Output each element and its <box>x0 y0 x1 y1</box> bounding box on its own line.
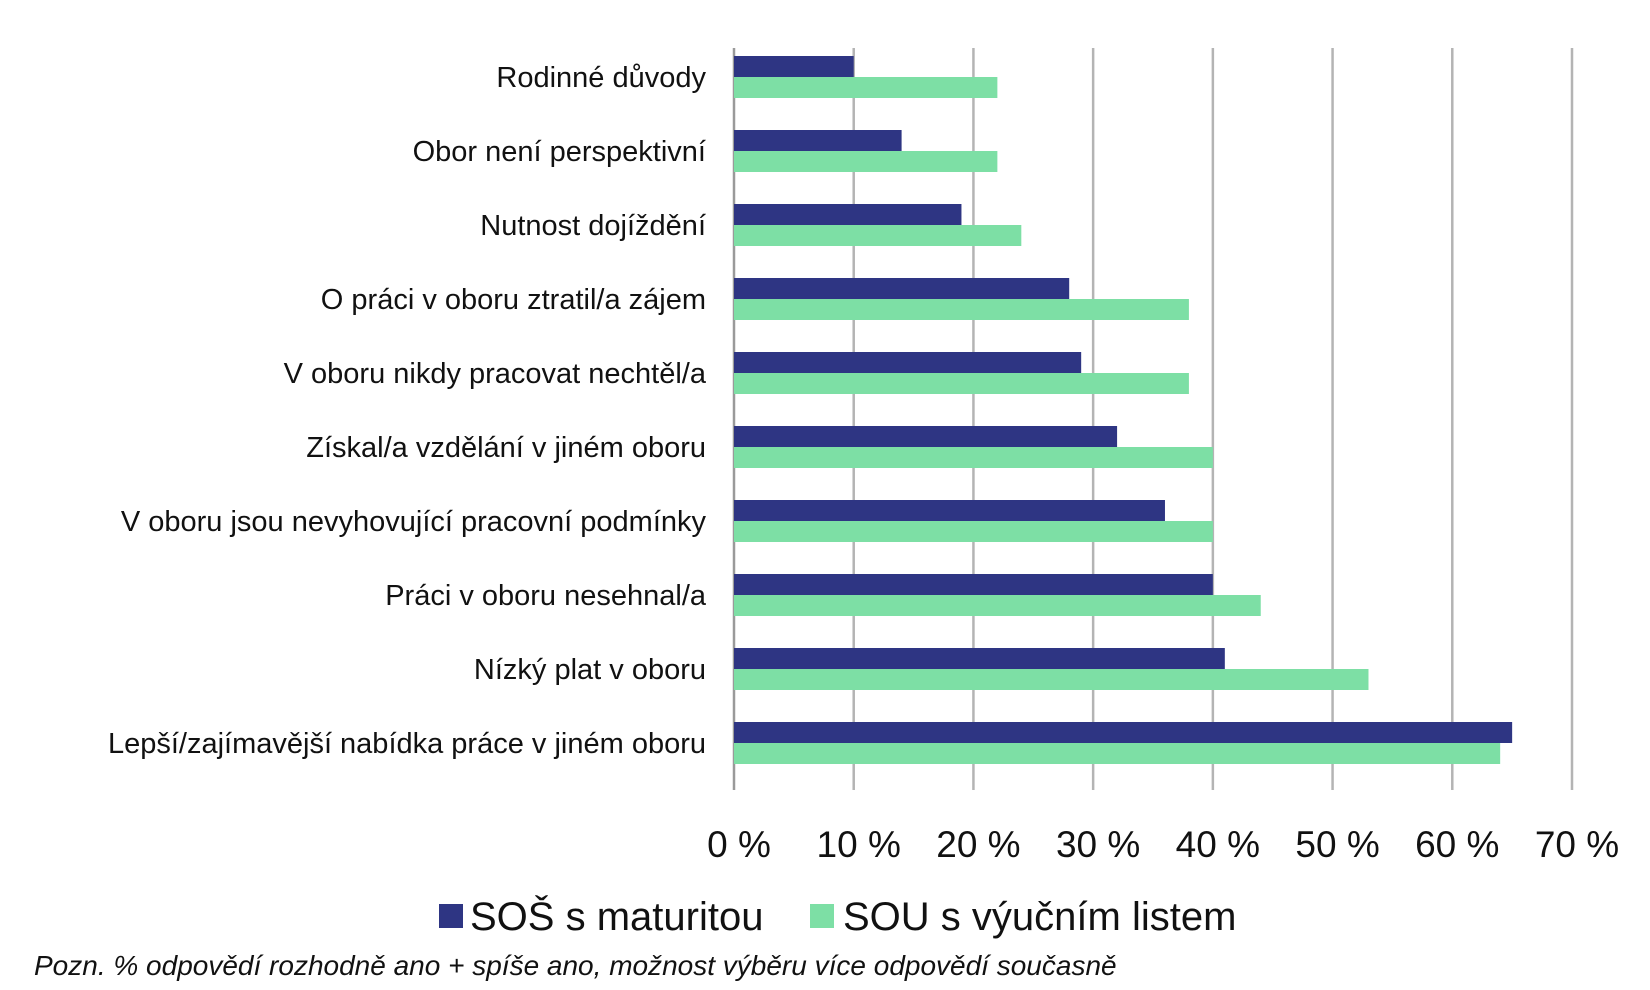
category-label: V oboru nikdy pracovat nechtěl/a <box>284 358 707 390</box>
category-label: Lepší/zajímavější nabídka práce v jiném … <box>108 728 706 760</box>
x-tick-label: 60 % <box>1415 824 1499 865</box>
bar-sou-vyucni-list <box>734 595 1261 616</box>
bar-sou-vyucni-list <box>734 225 1022 246</box>
footnote: Pozn. % odpovědí rozhodně ano + spíše an… <box>34 950 1117 981</box>
x-tick-labels: 0 % 10 % 20 % 30 % 40 % 50 % 60 % 70 % <box>707 824 1619 865</box>
bar-sou-vyucni-list <box>734 447 1213 468</box>
bar-sos-maturita <box>734 130 902 151</box>
bar-sos-maturita <box>734 648 1225 669</box>
bar-sou-vyucni-list <box>734 77 998 98</box>
category-label: Rodinné důvody <box>496 62 706 94</box>
legend-label: SOŠ s maturitou <box>470 894 763 939</box>
legend-swatch <box>810 904 834 928</box>
bar-sos-maturita <box>734 204 962 225</box>
legend: SOŠ s maturitou SOU s výučním listem <box>439 894 1236 939</box>
x-tick-label: 30 % <box>1056 824 1140 865</box>
bar-sou-vyucni-list <box>734 521 1213 542</box>
x-tick-label: 10 % <box>817 824 901 865</box>
bar-sou-vyucni-list <box>734 151 998 172</box>
bar-sos-maturita <box>734 56 854 77</box>
category-label: Práci v oboru nesehnal/a <box>385 580 707 612</box>
x-tick-label: 0 % <box>707 824 771 865</box>
bar-sou-vyucni-list <box>734 669 1369 690</box>
x-tick-label: 20 % <box>936 824 1020 865</box>
x-tick-label: 70 % <box>1535 824 1619 865</box>
legend-label: SOU s výučním listem <box>843 895 1236 939</box>
bar-sos-maturita <box>734 426 1118 447</box>
bar-sos-maturita <box>734 500 1165 521</box>
bar-sos-maturita <box>734 352 1082 373</box>
bar-sou-vyucni-list <box>734 743 1501 764</box>
x-tick-label: 40 % <box>1176 824 1260 865</box>
bar-sou-vyucni-list <box>734 373 1189 394</box>
category-label: V oboru jsou nevyhovující pracovní podmí… <box>121 506 707 538</box>
bar-sos-maturita <box>734 278 1070 299</box>
category-label: Nízký plat v oboru <box>474 654 706 686</box>
category-label: Nutnost dojíždění <box>480 210 706 242</box>
category-label: Obor není perspektivní <box>413 136 706 168</box>
bar-sou-vyucni-list <box>734 299 1189 320</box>
category-label: O práci v oboru ztratil/a zájem <box>321 284 706 316</box>
category-label: Získal/a vzdělání v jiném oboru <box>306 432 706 464</box>
category-labels: Rodinné důvody Obor není perspektivní Nutn… <box>108 62 707 760</box>
legend-swatch <box>439 904 463 928</box>
x-tick-label: 50 % <box>1295 824 1379 865</box>
bar-sos-maturita <box>734 574 1213 595</box>
bar-sos-maturita <box>734 722 1513 743</box>
bars <box>734 56 1513 764</box>
